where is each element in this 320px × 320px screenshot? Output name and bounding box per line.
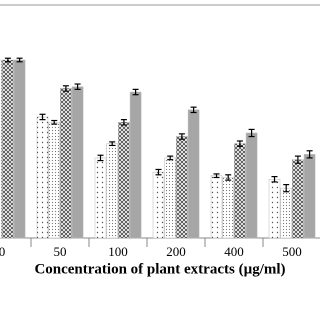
error-bar — [283, 184, 290, 193]
bar-pattern — [292, 159, 304, 238]
bar — [245, 132, 258, 239]
bar-pattern — [234, 143, 246, 238]
error-bar — [271, 175, 278, 183]
error-bar — [39, 113, 46, 121]
error-bar — [178, 133, 185, 140]
error-bar — [109, 141, 116, 147]
error-bar — [97, 154, 104, 162]
error-bar — [306, 150, 313, 159]
error-bar — [16, 57, 23, 63]
error-bar — [155, 168, 162, 176]
bar-pattern — [269, 179, 280, 238]
bar-pattern — [95, 157, 106, 238]
bar-pattern — [48, 122, 60, 238]
bar-pattern — [118, 122, 130, 238]
x-tick-label: 0 — [0, 244, 5, 259]
bar — [71, 86, 84, 239]
x-tick-label: 100 — [108, 244, 128, 259]
bar-pattern — [280, 188, 292, 238]
bar — [129, 91, 142, 239]
bar-pattern — [164, 157, 176, 238]
error-bar — [120, 119, 127, 126]
error-bar — [213, 173, 220, 179]
bar-pattern — [60, 88, 72, 238]
bar-pattern — [222, 177, 234, 238]
error-bar — [294, 155, 301, 164]
bar — [187, 109, 200, 239]
x-tick-label: 400 — [224, 244, 244, 259]
error-bar — [74, 83, 81, 90]
error-bar — [248, 128, 255, 138]
error-bar — [62, 85, 69, 92]
bar-pattern — [211, 175, 222, 238]
x-tick-label: 500 — [282, 244, 302, 259]
error-bar — [167, 155, 174, 161]
bar-pattern — [0, 60, 2, 238]
bar — [303, 154, 316, 239]
bar-pattern — [2, 60, 14, 238]
bar-pattern — [176, 136, 188, 238]
error-bar — [51, 119, 58, 125]
bar — [13, 59, 26, 239]
error-bar — [225, 174, 232, 181]
bar-pattern — [106, 143, 118, 238]
x-tick-label: 200 — [166, 244, 186, 259]
x-tick-label: 50 — [54, 244, 67, 259]
error-bar — [132, 88, 139, 96]
error-bar — [190, 106, 197, 114]
bar-pattern — [153, 172, 164, 238]
error-bar — [236, 140, 243, 147]
x-axis-label: Concentration of plant extracts (µg/ml) — [34, 261, 285, 277]
error-bar — [4, 57, 11, 63]
bar-pattern — [37, 116, 48, 238]
